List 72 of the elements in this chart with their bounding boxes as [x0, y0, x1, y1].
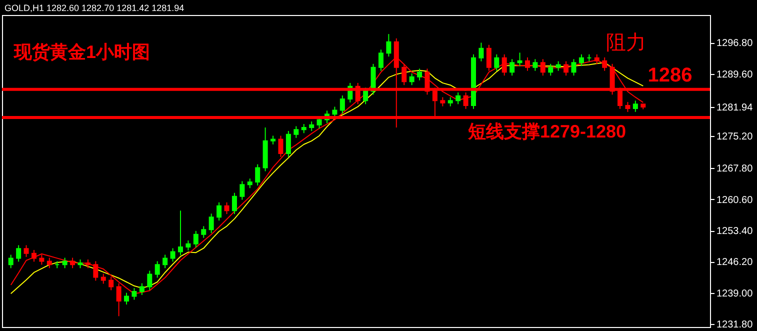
candlestick	[440, 96, 446, 107]
candlestick	[108, 276, 114, 291]
candlestick	[224, 202, 230, 215]
annotation: 阻力	[606, 32, 646, 54]
candlestick	[31, 249, 36, 262]
ref-line-label: 短线支撑1279-1280	[466, 122, 626, 142]
y-tick-label: 1275.20	[716, 132, 754, 143]
candlestick	[402, 63, 407, 86]
y-tick-label: 1289.60	[716, 69, 754, 80]
candlestick	[201, 226, 206, 238]
candlestick	[62, 257, 68, 269]
annotation: 现货黄金1小时图	[13, 42, 150, 62]
candlestick	[208, 213, 214, 234]
chart-title: GOLD,H1 1282.60 1282.70 1281.42 1281.94	[4, 3, 184, 13]
y-tick-label: 1231.80	[716, 319, 754, 330]
candlestick	[294, 126, 299, 138]
candlestick	[286, 130, 291, 158]
candlestick	[240, 180, 245, 200]
candlestick	[193, 230, 198, 248]
candlestick	[632, 100, 638, 112]
candlestick	[70, 257, 76, 269]
candlestick	[147, 270, 152, 291]
candlestick	[46, 257, 52, 269]
y-tick-label: 1296.80	[716, 38, 754, 50]
candlestick	[578, 54, 584, 67]
candlestick	[162, 254, 168, 269]
candlestick	[301, 124, 306, 134]
candlestick	[456, 92, 461, 105]
candlestick	[16, 244, 22, 262]
candlestick	[532, 58, 538, 72]
candlestick	[510, 58, 515, 76]
candlestick	[139, 282, 144, 296]
candlestick	[170, 248, 176, 262]
y-tick-label: 1253.40	[716, 226, 754, 237]
candlestick	[8, 254, 14, 269]
candlestick	[24, 244, 29, 258]
candlestick	[93, 260, 98, 282]
candlestick	[124, 292, 130, 305]
ref-line-label: 1286	[648, 64, 692, 86]
candlestick	[556, 60, 561, 72]
candlestick	[154, 260, 160, 278]
candlestick	[309, 120, 314, 132]
candlestick	[340, 94, 345, 114]
candlestick	[132, 288, 137, 300]
candlestick	[540, 58, 546, 76]
candlestick	[478, 42, 484, 62]
candlestick	[517, 52, 522, 67]
y-tick-label: 1260.60	[716, 194, 754, 206]
candlestick	[186, 240, 191, 251]
candlestick	[564, 60, 569, 76]
candlestick	[571, 58, 576, 76]
candlestick	[494, 54, 500, 72]
candlestick	[386, 34, 392, 58]
candlestick	[378, 49, 384, 72]
candlestick	[39, 254, 44, 266]
y-tick-label: 1246.20	[716, 257, 754, 268]
candlestick	[232, 192, 237, 215]
y-tick-label: 1281.94	[716, 102, 754, 114]
candlestick	[448, 96, 453, 107]
y-tick-label: 1267.80	[716, 164, 754, 175]
candlestick	[216, 202, 222, 222]
candlestick	[247, 178, 252, 189]
candlestick	[363, 87, 368, 105]
candlestick	[278, 135, 284, 158]
y-tick-label: 1239.00	[716, 288, 754, 300]
candlestick	[409, 72, 414, 86]
candlestick	[548, 63, 554, 76]
candlestick	[625, 101, 630, 112]
candlestick	[178, 210, 183, 256]
candlestick	[417, 68, 422, 81]
candlestick	[255, 164, 260, 186]
candlestick	[100, 273, 106, 284]
